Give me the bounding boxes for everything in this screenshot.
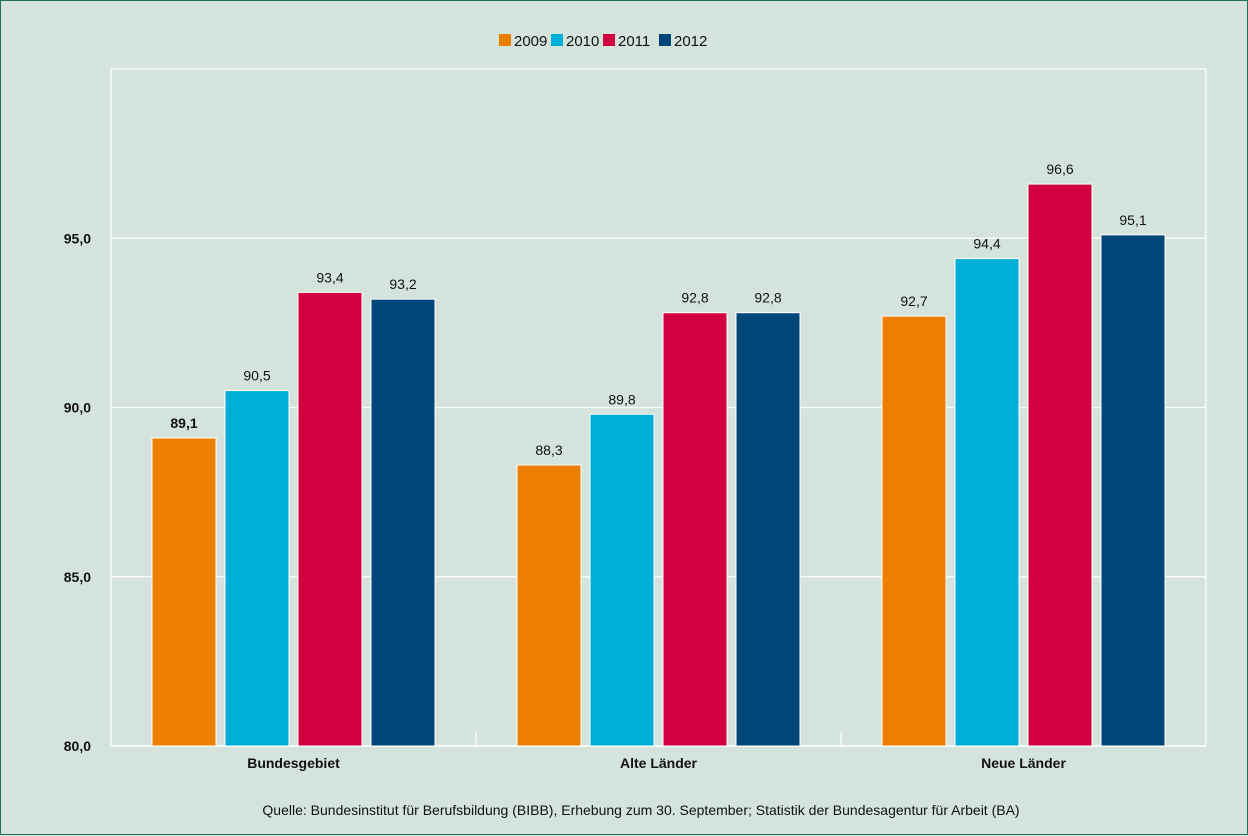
x-category-label: Neue Länder: [981, 755, 1066, 771]
legend-swatch: [499, 34, 511, 46]
bar: [370, 298, 436, 747]
legend-label: 2011: [618, 33, 650, 50]
data-label: 88,3: [535, 442, 562, 458]
bar: [662, 312, 728, 747]
bar: [1100, 234, 1166, 747]
bar: [224, 390, 290, 747]
plot-area: 80,0 85,0 90,0 95,0 89,1 90,5 93,4 93,2 Bundesge…: [64, 68, 1207, 771]
data-label: 92,8: [681, 290, 708, 306]
y-tick-label: 80,0: [64, 738, 91, 754]
x-category-label: Bundesgebiet: [247, 755, 340, 771]
data-label: 92,7: [900, 293, 927, 309]
data-label: 96,6: [1046, 161, 1073, 177]
bar: [1027, 183, 1093, 747]
bar: [297, 291, 363, 747]
bar: [881, 315, 947, 747]
y-tick-label: 90,0: [64, 400, 91, 416]
data-label: 94,4: [973, 236, 1000, 252]
bar: [589, 413, 655, 747]
legend-label: 2012: [674, 33, 707, 50]
legend-swatch: [603, 34, 615, 46]
source-note: Quelle: Bundesinstitut für Berufsbildung…: [262, 802, 1019, 818]
data-label: 90,5: [243, 368, 270, 384]
y-tick-label: 85,0: [64, 569, 91, 585]
x-category-label: Alte Länder: [620, 755, 698, 771]
data-label: 95,1: [1119, 212, 1146, 228]
y-tick-label: 95,0: [64, 230, 91, 246]
legend: 2009 2010 2011 2012: [499, 33, 707, 50]
data-label: 93,2: [389, 276, 416, 292]
legend-swatch: [551, 34, 563, 46]
data-label: 93,4: [316, 269, 343, 285]
legend-label: 2009: [514, 33, 547, 50]
data-label: 92,8: [754, 290, 781, 306]
legend-label: 2010: [566, 33, 599, 50]
bar: [954, 258, 1020, 747]
data-label: 89,8: [608, 391, 635, 407]
bar: [735, 312, 801, 747]
bar: [516, 464, 582, 747]
data-label: 89,1: [170, 415, 197, 431]
bar: [151, 437, 217, 747]
legend-swatch: [659, 34, 671, 46]
